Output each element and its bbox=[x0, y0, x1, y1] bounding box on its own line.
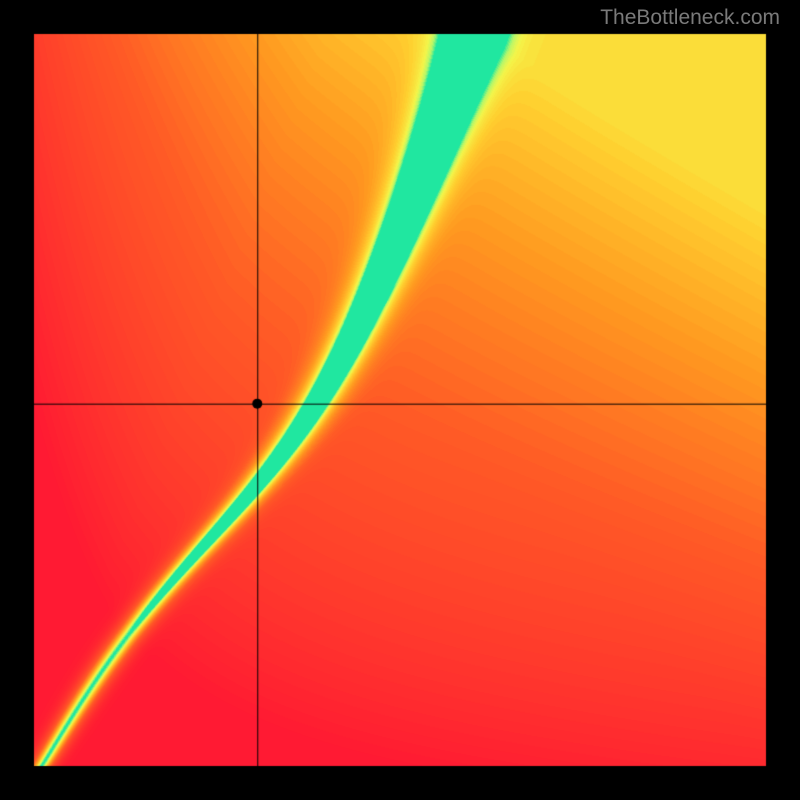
watermark-text: TheBottleneck.com bbox=[600, 6, 780, 30]
heatmap-canvas bbox=[0, 0, 800, 800]
chart-container: TheBottleneck.com bbox=[0, 0, 800, 800]
